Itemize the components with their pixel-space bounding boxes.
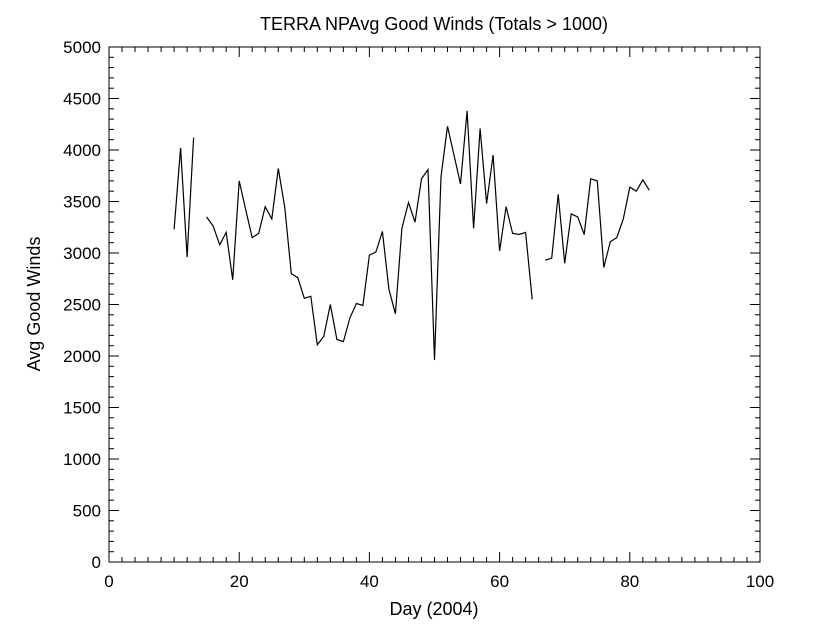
- y-tick-label: 3500: [63, 193, 101, 212]
- x-tick-label: 0: [104, 572, 113, 591]
- series-line: [545, 178, 650, 268]
- x-tick-label: 40: [360, 572, 379, 591]
- y-tick-label: 2500: [63, 296, 101, 315]
- y-tick-label: 1500: [63, 399, 101, 418]
- y-tick-label: 1000: [63, 450, 101, 469]
- chart-title: TERRA NPAvg Good Winds (Totals > 1000): [260, 14, 608, 34]
- x-tick-label: 100: [746, 572, 774, 591]
- y-tick-label: 2000: [63, 347, 101, 366]
- y-tick-label: 0: [92, 553, 101, 572]
- x-tick-label: 80: [620, 572, 639, 591]
- y-axis-label: Avg Good Winds: [24, 237, 44, 372]
- series-line: [206, 110, 533, 361]
- y-tick-label: 500: [73, 502, 101, 521]
- series-line-group: [173, 110, 650, 361]
- axis-tick-labels: 0 20 40 60 80 1000500100015002000250030003500…: [63, 38, 774, 591]
- axis-ticks: [108, 46, 761, 563]
- y-tick-label: 4500: [63, 90, 101, 109]
- y-tick-label: 3000: [63, 244, 101, 263]
- y-tick-label: 4000: [63, 141, 101, 160]
- x-tick-label: 60: [490, 572, 509, 591]
- x-axis-label: Day (2004): [389, 599, 478, 619]
- x-tick-label: 20: [230, 572, 249, 591]
- plot-frame: [108, 46, 761, 563]
- y-tick-label: 5000: [63, 38, 101, 57]
- series-line: [173, 137, 195, 258]
